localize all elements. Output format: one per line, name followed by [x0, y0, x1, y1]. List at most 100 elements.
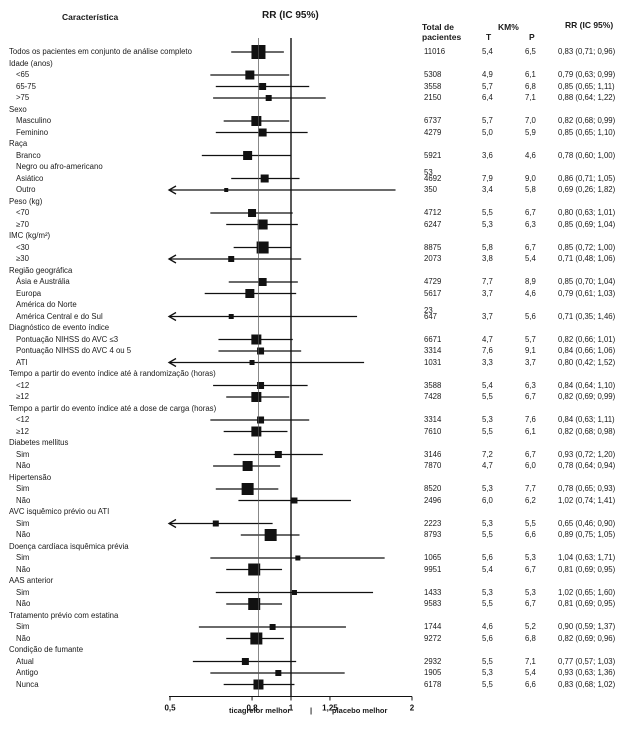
point-estimate	[257, 416, 265, 424]
rr-ci-value: 0,85 (0,69; 1,04)	[558, 219, 616, 229]
total-count: 3558	[424, 81, 442, 91]
favors-placebo-label: placebo melhor	[332, 706, 388, 715]
footer-separator: |	[310, 706, 313, 715]
total-count: 3588	[424, 380, 442, 390]
km-placebo: 5,5	[525, 518, 536, 528]
km-ticagrelor: 4,7	[482, 461, 493, 470]
subgroup-label: Asiático	[16, 173, 44, 183]
rr-ci-value: 0,78 (0,64; 0,94)	[558, 461, 616, 470]
point-estimate	[291, 590, 297, 595]
point-estimate	[264, 529, 277, 541]
subgroup-label: <12	[16, 415, 30, 424]
rr-ci-value: 0,85 (0,65; 1,10)	[558, 127, 616, 137]
km-ticagrelor: 5,6	[482, 553, 493, 562]
km-ticagrelor: 3,7	[482, 311, 493, 321]
subgroup-label: Atual	[16, 656, 34, 666]
total-count: 5617	[424, 288, 442, 298]
total-count: 6247	[424, 219, 442, 229]
point-estimate	[251, 392, 262, 402]
subgroup-label: Nunca	[16, 679, 39, 689]
km-ticagrelor: 5,5	[482, 392, 493, 401]
subgroup-label: 65-75	[16, 81, 36, 91]
rr-ci-value: 0,84 (0,64; 1,10)	[558, 380, 616, 390]
total-count: 4729	[424, 277, 442, 286]
point-estimate	[251, 426, 262, 437]
total-count: 3146	[424, 449, 442, 459]
subgroup-label: >75	[16, 93, 30, 102]
rr-ci-value: 0,83 (0,68; 1,02)	[558, 679, 616, 689]
subgroup-label: Não	[16, 495, 31, 505]
total-count: 6178	[424, 679, 442, 689]
total-count: 3314	[424, 346, 442, 355]
km-ticagrelor: 4,9	[482, 70, 493, 79]
km-placebo: 7,6	[525, 415, 536, 424]
point-estimate	[241, 658, 249, 665]
group-label: IMC (kg/m²)	[9, 231, 51, 240]
km-placebo: 7,0	[525, 116, 536, 125]
subgroup-label: <12	[16, 380, 30, 390]
subgroup-label: Pontuação NIHSS do AVC 4 ou 5	[16, 346, 132, 355]
km-ticagrelor: 6,4	[482, 93, 493, 102]
point-estimate	[295, 555, 301, 561]
subgroup-label: Sim	[16, 587, 30, 597]
subgroup-label: Sim	[16, 518, 30, 528]
rr-ci-value: 0,83 (0,71; 0,96)	[558, 47, 616, 56]
subgroup-label: Branco	[16, 150, 41, 160]
subgroup-label: Sim	[16, 449, 30, 459]
point-estimate	[251, 116, 262, 126]
group-label: AVC isquêmico prévio ou ATI	[9, 507, 110, 516]
subgroup-label: Sim	[16, 484, 30, 493]
point-estimate	[212, 520, 219, 527]
km-ticagrelor: 5,6	[482, 633, 493, 643]
characteristic-header: Característica	[62, 12, 119, 22]
km-ticagrelor: 5,5	[482, 656, 493, 666]
total-count: 647	[424, 311, 438, 321]
point-estimate	[241, 483, 254, 495]
total-count: 1744	[424, 622, 442, 631]
rr-ci-value: 0,79 (0,61; 1,03)	[558, 288, 616, 298]
group-label: AAS anterior	[9, 576, 54, 585]
rr-ci-value: 0,78 (0,65; 0,93)	[558, 484, 616, 493]
subgroup-label: América do Norte	[16, 300, 77, 309]
total-count: 53	[424, 168, 433, 177]
km-placebo: 3,7	[525, 357, 536, 367]
point-estimate	[274, 451, 282, 458]
ci-arrow	[167, 311, 177, 322]
group-label: Idade (anos)	[9, 58, 53, 68]
point-estimate	[248, 563, 261, 576]
km-placebo: 5,7	[525, 334, 536, 344]
km-ticagrelor: 7,7	[482, 277, 493, 286]
point-estimate	[291, 497, 298, 504]
km-placebo: 5,9	[525, 127, 536, 137]
total-count: 5921	[424, 150, 442, 160]
rr-ci-value: 0,71 (0,48; 1,06)	[558, 254, 616, 263]
rr-ci-value: 0,85 (0,72; 1,00)	[558, 242, 616, 252]
point-estimate	[257, 382, 265, 389]
point-estimate	[245, 289, 255, 298]
rr-ci-value: 0,86 (0,71; 1,05)	[558, 173, 616, 183]
km-ticagrelor: 5,5	[482, 679, 493, 689]
rr-ci-value: 0,81 (0,69; 0,95)	[558, 599, 616, 608]
km-placebo: 6,3	[525, 219, 536, 229]
total-count: 1433	[424, 587, 442, 597]
total-count: 4692	[424, 173, 442, 183]
rr-ci-value: 0,82 (0,69; 0,96)	[558, 633, 616, 643]
group-label: Condição de fumante	[9, 645, 84, 654]
subgroup-label: Ásia e Austrália	[16, 277, 70, 286]
km-placebo: 6,5	[525, 47, 536, 56]
total-count: 11016	[424, 47, 446, 56]
subgroup-label: ≥70	[16, 219, 29, 229]
km-ticagrelor: 5,3	[482, 518, 493, 528]
total-header-line2: pacientes	[422, 32, 462, 42]
x-tick-label: 1	[289, 704, 294, 713]
subgroup-label: ≥12	[16, 392, 29, 401]
km-placebo: 5,4	[525, 254, 536, 263]
subgroup-label: Sim	[16, 553, 30, 562]
km-placebo: 6,7	[525, 449, 536, 459]
rr-ci-value: 0,89 (0,75; 1,05)	[558, 530, 616, 539]
km-placebo: 6,7	[525, 242, 536, 252]
km-placebo: 6,1	[525, 426, 536, 436]
rr-ci-value: 0,93 (0,63; 1,36)	[558, 668, 616, 677]
km-ticagrelor: 5,7	[482, 116, 493, 125]
km-placebo: 6,7	[525, 208, 536, 217]
